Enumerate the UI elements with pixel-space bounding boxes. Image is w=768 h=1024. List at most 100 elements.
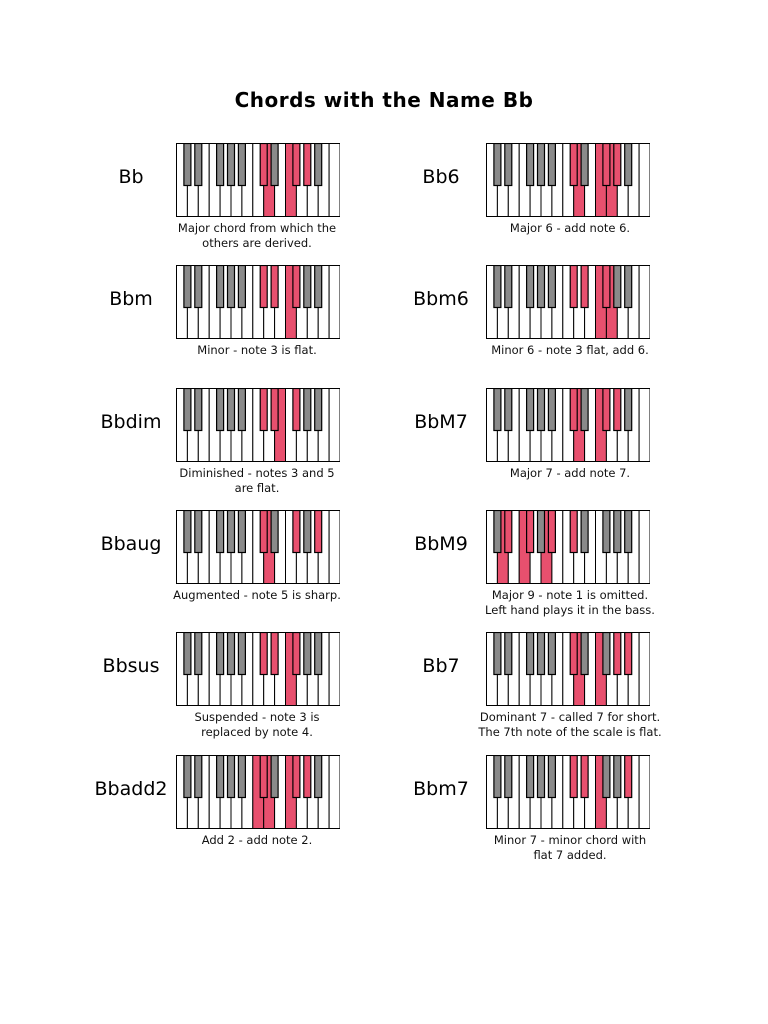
black-key (525, 388, 535, 432)
black-key (303, 388, 312, 432)
black-key-highlighted (602, 388, 611, 432)
black-key (580, 510, 589, 554)
black-key (525, 265, 535, 309)
black-key (194, 755, 203, 799)
black-key (493, 755, 502, 799)
black-key (183, 143, 192, 187)
chord-card-bbdim: Bbdim Diminished - notes 3 and 5 are flat. (0, 388, 768, 510)
black-key-highlighted (613, 632, 622, 676)
black-key (226, 755, 236, 799)
black-key-highlighted (259, 632, 268, 676)
black-key (183, 388, 192, 432)
chord-name: Bbaug (100, 533, 162, 555)
white-key (638, 510, 650, 584)
black-key (215, 143, 225, 187)
black-key (314, 632, 323, 676)
black-key (580, 632, 589, 676)
black-key (303, 632, 312, 676)
black-key (536, 510, 546, 554)
chord-card-bbm6: Bbm6 Minor 6 - note 3 flat, add 6. (0, 265, 768, 387)
black-key (237, 388, 247, 432)
black-key (194, 265, 203, 309)
chord-name: Bbm (109, 288, 153, 310)
black-key (547, 755, 557, 799)
piano-keyboard (486, 388, 650, 462)
description-line: Minor 6 - note 3 flat, add 6. (491, 343, 649, 357)
piano-keyboard (176, 143, 340, 217)
black-key (613, 265, 622, 309)
black-key-highlighted (547, 510, 557, 554)
chord-card-bbm7: BbM7 Major 7 - add note 7. (0, 388, 768, 510)
black-key (183, 510, 192, 554)
black-key-highlighted (292, 265, 301, 309)
black-key (194, 510, 203, 554)
piano-keyboard (486, 632, 650, 706)
black-key (624, 143, 633, 187)
chord-description: Major 9 - note 1 is omitted. Left hand pl… (470, 588, 670, 618)
page-title: Chords with the Name Bb (234, 88, 534, 112)
description-line: Augmented - note 5 is sharp. (173, 588, 341, 602)
piano-keyboard (486, 755, 650, 829)
white-key (638, 265, 650, 339)
black-key (493, 510, 502, 554)
black-key (194, 143, 203, 187)
black-key (194, 388, 203, 432)
black-key (215, 632, 225, 676)
chord-description: Suspended - note 3 is replaced by note 4. (166, 710, 348, 740)
black-key-highlighted (624, 755, 633, 799)
black-key (270, 143, 279, 187)
black-key-highlighted (602, 265, 611, 309)
piano-keyboard (176, 510, 340, 584)
black-key-highlighted (303, 755, 312, 799)
piano-keyboard (486, 143, 650, 217)
description-line: Diminished - notes 3 and 5 (179, 466, 335, 480)
description-line: The 7th note of the scale is flat. (478, 725, 662, 739)
black-key (215, 510, 225, 554)
chord-name: Bbdim (100, 411, 162, 433)
black-key-highlighted (569, 388, 578, 432)
black-key (493, 388, 502, 432)
description-line: are flat. (234, 481, 280, 495)
black-key (183, 755, 192, 799)
black-key-highlighted (624, 632, 633, 676)
chord-name: Bb6 (422, 166, 460, 188)
black-key (624, 510, 633, 554)
black-key-highlighted (259, 265, 268, 309)
black-key-highlighted (270, 265, 279, 309)
chord-description: Minor - note 3 is flat. (166, 343, 348, 358)
black-key-highlighted (292, 388, 301, 432)
black-key (525, 755, 535, 799)
black-key-highlighted (314, 510, 323, 554)
chord-description: Major chord from which the others are der… (166, 221, 348, 251)
black-key (183, 265, 192, 309)
white-key (638, 755, 650, 829)
description-line: Minor 7 - minor chord with (493, 833, 647, 847)
chord-name: Bbsus (102, 655, 160, 677)
chord-description: Augmented - note 5 is sharp. (166, 588, 348, 603)
black-key (493, 632, 502, 676)
description-line: Dominant 7 - called 7 for short. (479, 710, 661, 724)
description-line: Major 6 - add note 6. (509, 221, 631, 235)
chord-card-bbaug: Bbaug Augmented - note 5 is sharp. (0, 510, 768, 632)
description-line: Major 7 - add note 7. (509, 466, 631, 480)
black-key-highlighted (292, 632, 301, 676)
black-key-highlighted (525, 510, 535, 554)
black-key (314, 265, 323, 309)
black-key (183, 632, 192, 676)
chord-card-bbm7: Bbm7 Minor 7 - minor chord with flat 7 add… (0, 755, 768, 877)
description-line: Minor - note 3 is flat. (197, 343, 317, 357)
black-key (194, 632, 203, 676)
black-key (504, 388, 513, 432)
black-key (226, 265, 236, 309)
chord-name: Bbadd2 (94, 778, 168, 800)
chord-description: Dominant 7 - called 7 for short. The 7th … (470, 710, 670, 740)
description-line: others are derived. (202, 236, 312, 250)
black-key (536, 632, 546, 676)
chord-card-bbm9: BbM9 Major 9 - note 1 is omitted. Left han… (0, 510, 768, 632)
black-key (237, 265, 247, 309)
black-key (303, 510, 312, 554)
black-key (314, 143, 323, 187)
chord-name: Bbm7 (413, 778, 469, 800)
black-key-highlighted (613, 143, 622, 187)
black-key (613, 510, 622, 554)
